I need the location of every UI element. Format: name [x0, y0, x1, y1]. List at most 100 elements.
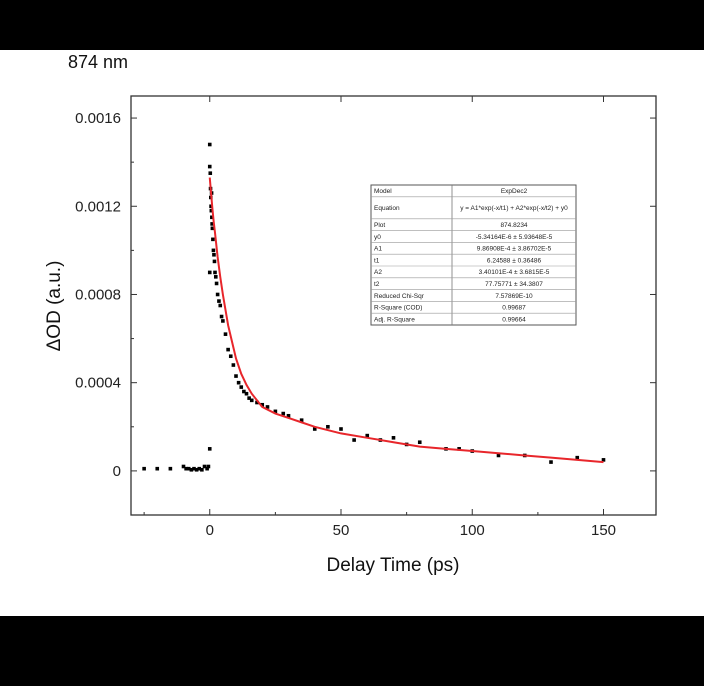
- data-point: [223, 332, 228, 336]
- data-point: [226, 347, 230, 352]
- x-tick-label: 50: [333, 522, 350, 539]
- x-tick-label: 0: [206, 522, 214, 539]
- y-tick-label: 0: [113, 463, 121, 480]
- fit-table-value: 0.99664: [502, 316, 526, 323]
- fit-table-value: 7.57869E-10: [495, 293, 533, 300]
- data-point: [286, 413, 291, 418]
- data-point: [212, 259, 217, 264]
- fit-table-key: Adj. R-Square: [374, 316, 415, 323]
- data-point: [155, 466, 160, 471]
- fit-table-key: Plot: [374, 222, 385, 229]
- data-point: [549, 460, 553, 464]
- y-axis-title: ΔOD (a.u.): [44, 261, 65, 352]
- data-point: [326, 424, 330, 429]
- y-tick-label: 0.0016: [75, 110, 121, 127]
- data-point: [200, 467, 204, 472]
- fit-table-key: A1: [374, 246, 382, 253]
- data-point: [217, 299, 221, 303]
- data-point: [457, 447, 461, 451]
- y-tick-labels: 0 0.0004 0.0008 0.0012 0.0016: [75, 110, 121, 480]
- fit-table-value: -5.34164E-6 ± 5.93648E-5: [476, 234, 553, 241]
- data-point: [192, 466, 196, 471]
- data-point: [281, 411, 286, 416]
- data-point: [242, 389, 246, 394]
- data-point: [575, 455, 580, 460]
- data-point: [206, 464, 211, 469]
- data-point: [194, 467, 199, 472]
- data-point: [210, 226, 215, 231]
- data-point: [207, 142, 212, 147]
- fit-table-value: y = A1*exp(-x/t1) + A2*exp(-x/t2) + y0: [460, 205, 568, 212]
- data-point: [197, 466, 202, 471]
- x-axis-title: Delay Time (ps): [326, 555, 459, 576]
- data-point: [219, 314, 224, 319]
- data-point: [202, 464, 207, 469]
- fit-table-value: 77.75771 ± 34.3807: [485, 281, 543, 288]
- fit-table-key: Reduced Chi-Sqr: [374, 293, 425, 300]
- data-point: [218, 303, 223, 308]
- data-point: [236, 380, 241, 385]
- data-point: [496, 453, 501, 458]
- axis-ticks: [131, 96, 656, 516]
- data-point: [249, 398, 254, 403]
- data-point: [601, 458, 606, 462]
- data-point: [221, 319, 225, 323]
- data-point: [260, 402, 265, 407]
- fit-table-value: 6.24588 ± 0.36486: [487, 257, 542, 264]
- fit-table-value: 9.86908E-4 ± 3.86702E-5: [477, 246, 552, 253]
- fit-table-key: t2: [374, 281, 380, 288]
- data-point: [209, 204, 213, 209]
- data-point: [352, 438, 356, 442]
- fit-table-key: Model: [374, 188, 392, 195]
- data-point: [231, 363, 236, 367]
- data-point: [417, 440, 422, 445]
- fit-table-value: ExpDec2: [501, 188, 528, 195]
- fit-table-key: y0: [374, 234, 381, 241]
- data-point: [168, 466, 173, 471]
- data-point: [228, 354, 233, 359]
- data-point: [209, 208, 214, 213]
- data-point: [184, 466, 188, 471]
- data-point: [142, 466, 146, 471]
- x-tick-label: 100: [460, 522, 485, 539]
- figure-background: [0, 50, 704, 616]
- data-point: [211, 237, 215, 242]
- data-point: [239, 385, 244, 389]
- fit-table-key: A2: [374, 269, 382, 276]
- fit-table-value: 3.40101E-4 ± 3.6815E-5: [479, 269, 550, 276]
- data-point: [207, 270, 212, 275]
- data-point: [186, 466, 191, 471]
- data-point: [391, 436, 396, 440]
- data-point: [247, 396, 251, 400]
- data-point: [208, 171, 213, 175]
- fit-table-key: t1: [374, 257, 380, 264]
- data-point: [255, 400, 259, 405]
- data-point: [214, 281, 219, 286]
- data-point: [365, 433, 370, 438]
- plot-frame: [130, 95, 657, 516]
- data-point: [215, 292, 220, 297]
- fit-parameters-table: Model ExpDec2 Equation y = A1*exp(-x/t1) + …: [370, 184, 577, 326]
- data-point: [210, 222, 214, 226]
- x-tick-labels: 0 50 100 150: [206, 522, 616, 539]
- y-tick-label: 0.0004: [75, 375, 121, 392]
- x-tick-label: 150: [591, 522, 616, 539]
- data-point: [339, 427, 343, 431]
- data-point: [212, 252, 216, 257]
- data-point: [213, 275, 218, 279]
- data-point: [189, 467, 194, 472]
- data-point: [265, 405, 270, 409]
- data-point: [205, 466, 209, 471]
- data-point: [234, 374, 238, 378]
- data-point: [244, 391, 249, 396]
- data-point: [207, 447, 212, 451]
- chart-title: 874 nm: [68, 52, 128, 72]
- y-tick-label: 0.0008: [75, 286, 121, 303]
- data-point: [213, 270, 217, 275]
- data-point: [299, 418, 304, 422]
- data-point: [312, 427, 317, 431]
- fit-curve: [208, 177, 604, 464]
- fit-table-key: Equation: [374, 205, 400, 212]
